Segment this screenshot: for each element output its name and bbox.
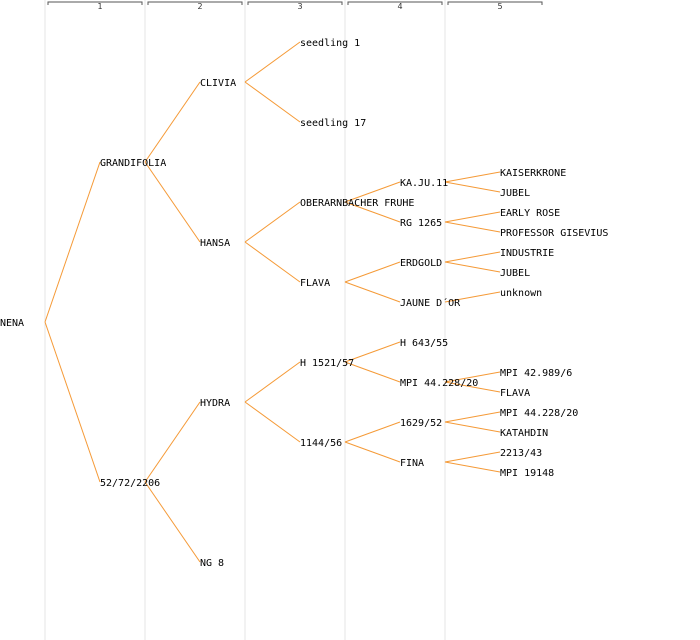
edge-to-52-72-2206 xyxy=(44,321,101,483)
edge-to-1144-56 xyxy=(244,401,301,443)
edge-to-h-643-55 xyxy=(344,341,401,363)
generation-bracket-3 xyxy=(247,1,343,5)
generation-number-1: 1 xyxy=(97,2,102,11)
generation-number-2: 2 xyxy=(197,2,202,11)
edge-to-flava xyxy=(444,381,501,393)
edge-to-mpi-44-228-20 xyxy=(344,361,401,383)
edge-to-jaune-d-or xyxy=(344,281,401,303)
edge-to-mpi-42-989-6 xyxy=(444,371,501,383)
node-mpi-44-228-20: MPI 44.228/20 xyxy=(400,378,478,389)
node-professor-gisevius: PROFESSOR GISEVIUS xyxy=(500,228,608,239)
edge-to-katahdin xyxy=(444,421,501,433)
node-1144-56: 1144/56 xyxy=(300,438,342,449)
edge-to-hansa xyxy=(144,161,201,243)
edge-to-ng-8 xyxy=(144,481,201,563)
edge-to-mpi-44-228-20 xyxy=(444,411,501,423)
node-seedling-17: seedling 17 xyxy=(300,118,366,129)
node-nena: NENA xyxy=(0,318,24,329)
node-mpi-42-989-6: MPI 42.989/6 xyxy=(500,368,572,379)
edge-to-industrie xyxy=(444,251,501,263)
node-jaune-d-or: JAUNE D´OR xyxy=(400,297,461,309)
edge-to-grandifolia xyxy=(44,161,101,323)
generation-number-4: 4 xyxy=(397,2,402,11)
node-ng-8: NG 8 xyxy=(200,558,224,569)
generation-bracket-1 xyxy=(47,1,143,5)
edge-to-seedling-17 xyxy=(244,81,301,123)
node-erdgold: ERDGOLD xyxy=(400,258,442,269)
node-fina: FINA xyxy=(400,458,424,469)
node-h-643-55: H 643/55 xyxy=(400,338,448,349)
generation-bracket-5 xyxy=(447,1,543,5)
edge-to-jubel xyxy=(444,181,501,193)
node-early-rose: EARLY ROSE xyxy=(500,208,560,219)
generation-number-5: 5 xyxy=(497,2,502,11)
generation-ruler: 1 2 3 4 5 xyxy=(47,1,543,11)
edge-to-kaiserkrone xyxy=(444,171,501,183)
node-clivia: CLIVIA xyxy=(200,78,236,89)
edge-to-hydra xyxy=(144,401,201,483)
generation-number-3: 3 xyxy=(297,2,302,11)
node-ka-ju-11: KA.JU.11 xyxy=(400,178,448,189)
edge-to-mpi-19148 xyxy=(444,461,501,473)
edge-to-professor-gisevius xyxy=(444,221,501,233)
edge-to-rg-1265 xyxy=(344,201,401,223)
node-seedling-1: seedling 1 xyxy=(300,38,360,49)
node-h-1521-57: H 1521/57 xyxy=(300,358,354,369)
pedigree-edges xyxy=(44,41,501,563)
node-mpi-44-228-20: MPI 44.228/20 xyxy=(500,408,578,419)
edge-to-2213-43 xyxy=(444,451,501,463)
node-flava: FLAVA xyxy=(300,278,330,289)
generation-bracket-2 xyxy=(147,1,243,5)
node-jubel: JUBEL xyxy=(500,268,530,279)
node-2213-43: 2213/43 xyxy=(500,448,542,459)
node-kaiserkrone: KAISERKRONE xyxy=(500,168,566,179)
edge-to-flava xyxy=(244,241,301,283)
edge-to-early-rose xyxy=(444,211,501,223)
pedigree-labels: NENA GRANDIFOLIA CLIVIA seedling 1 seedling … xyxy=(0,38,608,569)
edge-to-ka-ju-11 xyxy=(344,181,401,203)
node-jubel: JUBEL xyxy=(500,188,530,199)
node-52-72-2206: 52/72/2206 xyxy=(100,478,160,489)
edge-to-seedling-1 xyxy=(244,41,301,83)
edge-to-1629-52 xyxy=(344,421,401,443)
node-oberarnbacher-fruhe: OBERARNBACHER FRUHE xyxy=(300,198,414,209)
edge-to-jubel xyxy=(444,261,501,273)
edge-to-h-1521-57 xyxy=(244,361,301,403)
node-industrie: INDUSTRIE xyxy=(500,248,554,259)
edge-to-erdgold xyxy=(344,261,401,283)
node-1629-52: 1629/52 xyxy=(400,418,442,429)
node-flava: FLAVA xyxy=(500,388,530,399)
node-grandifolia: GRANDIFOLIA xyxy=(100,158,166,169)
edge-to-fina xyxy=(344,441,401,463)
node-rg-1265: RG 1265 xyxy=(400,218,442,229)
edge-to-unknown xyxy=(444,291,501,303)
generation-bracket-4 xyxy=(347,1,443,5)
edge-to-clivia xyxy=(144,81,201,163)
node-hansa: HANSA xyxy=(200,238,230,249)
node-unknown: unknown xyxy=(500,288,542,299)
node-hydra: HYDRA xyxy=(200,398,230,409)
node-katahdin: KATAHDIN xyxy=(500,428,548,439)
edge-to-oberarnbacher-fruhe xyxy=(244,201,301,243)
node-mpi-19148: MPI 19148 xyxy=(500,468,554,479)
generation-grid xyxy=(44,0,446,640)
